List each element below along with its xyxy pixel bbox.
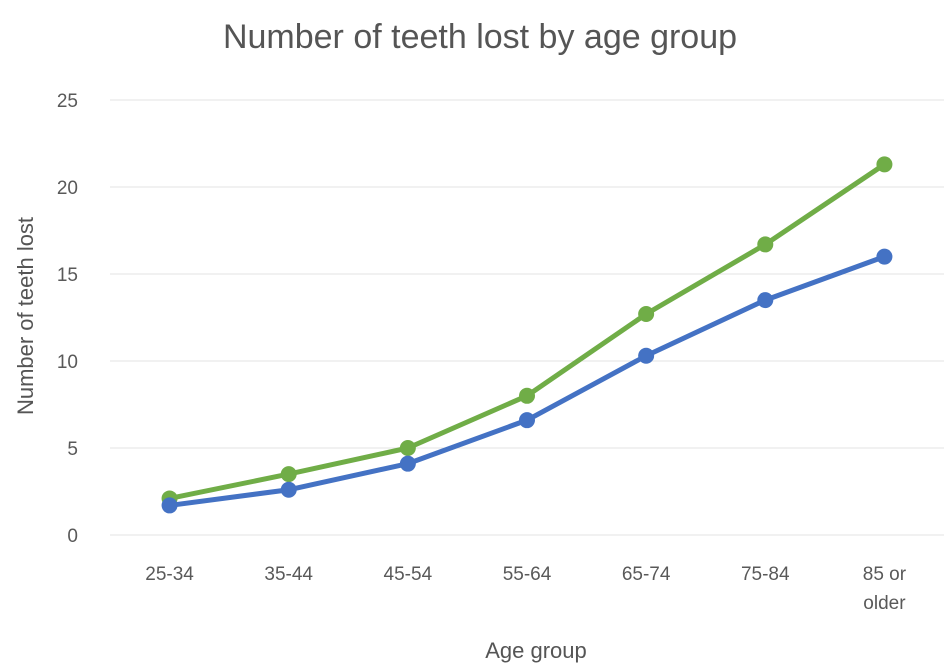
y-tick-label: 20 bbox=[57, 178, 78, 199]
y-tick-label: 10 bbox=[57, 352, 78, 373]
chart-title: Number of teeth lost by age group bbox=[223, 18, 737, 56]
x-tick-label: 85 or older bbox=[863, 564, 907, 614]
series-0 bbox=[161, 156, 893, 507]
gridlines bbox=[110, 99, 944, 536]
x-tick-label: 75-84 bbox=[741, 564, 790, 585]
y-tick-label: 15 bbox=[57, 265, 78, 286]
series-line bbox=[167, 254, 887, 508]
x-tick-label: 45-54 bbox=[384, 564, 433, 585]
data-point bbox=[399, 440, 416, 456]
data-point bbox=[757, 292, 774, 309]
series-layer bbox=[161, 156, 893, 514]
x-tick-label: 55-64 bbox=[503, 564, 552, 585]
data-point bbox=[638, 306, 655, 323]
data-point bbox=[519, 387, 535, 404]
y-axis-title: Number of teeth lost bbox=[13, 217, 38, 415]
x-tick-label: 25-34 bbox=[145, 564, 194, 585]
series-1 bbox=[161, 248, 893, 514]
x-tick-label: 65-74 bbox=[622, 564, 671, 585]
y-axis-ticks: 0 5 10 15 20 25 bbox=[57, 91, 78, 547]
x-axis-ticks: 25-34 35-44 45-54 55-64 65-74 75-84 85 or older bbox=[145, 564, 906, 614]
data-point bbox=[757, 236, 774, 253]
data-point bbox=[161, 497, 178, 514]
data-point bbox=[519, 412, 535, 429]
data-point bbox=[280, 466, 297, 483]
x-axis-title: Age group bbox=[485, 638, 587, 663]
data-point bbox=[876, 248, 893, 265]
data-point bbox=[280, 481, 297, 498]
data-point bbox=[876, 156, 893, 173]
x-tick-label: 35-44 bbox=[264, 564, 313, 585]
data-point bbox=[638, 347, 655, 364]
y-tick-label: 25 bbox=[57, 91, 78, 112]
y-tick-label: 5 bbox=[67, 439, 78, 460]
y-tick-label: 0 bbox=[67, 526, 78, 547]
data-point bbox=[399, 455, 416, 472]
